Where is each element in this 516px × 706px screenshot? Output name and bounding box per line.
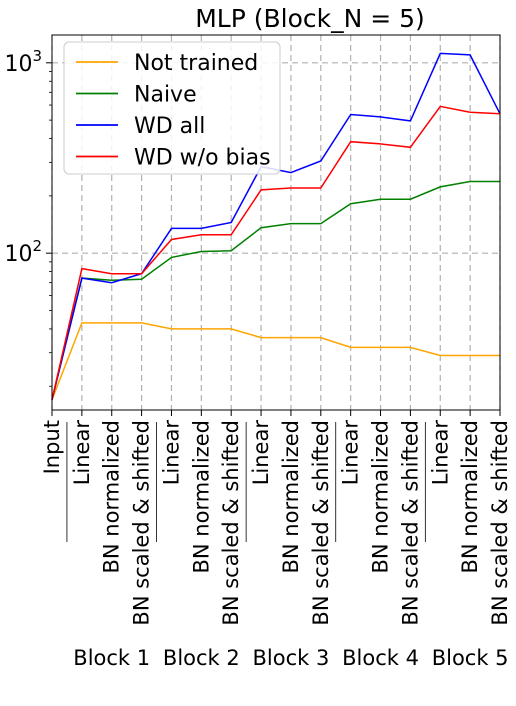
series-line bbox=[51, 180, 500, 400]
x-tick-label: BN normalized bbox=[458, 420, 482, 573]
legend: Not trained Naive WD all WD w/o bias bbox=[63, 41, 281, 175]
x-tick-label: BN scaled & shifted bbox=[219, 420, 243, 626]
x-tick-label: BN scaled & shifted bbox=[309, 420, 333, 626]
x-tick-label: Linear bbox=[249, 420, 273, 486]
series-line bbox=[51, 322, 500, 400]
group-label: Block 1 bbox=[73, 646, 150, 670]
series-line bbox=[51, 105, 501, 400]
y-axis: 102 103 bbox=[4, 47, 52, 387]
x-tick-label: BN normalized bbox=[279, 420, 303, 573]
legend-label: Naive bbox=[134, 83, 197, 108]
x-tick-label: BN normalized bbox=[369, 420, 393, 573]
x-tick-label: BN normalized bbox=[100, 420, 124, 573]
group-label: Block 2 bbox=[163, 646, 240, 670]
x-axis: Input Linear BN normalized BN scaled & shif… bbox=[40, 410, 512, 626]
legend-label: WD w/o bias bbox=[134, 146, 271, 171]
x-tick-label: BN normalized bbox=[189, 420, 213, 573]
x-tick-label: Linear bbox=[159, 420, 183, 486]
x-tick-label: BN scaled & shifted bbox=[130, 420, 154, 626]
group-label: Block 4 bbox=[342, 646, 419, 670]
y-tick-label: 103 bbox=[4, 47, 42, 77]
legend-label: WD all bbox=[134, 114, 205, 139]
group-labels: Block 1 Block 2 Block 3 Block 4 Block 5 bbox=[66, 422, 509, 670]
group-label: Block 5 bbox=[432, 646, 509, 670]
x-tick-label: Linear bbox=[70, 420, 94, 486]
x-tick-label: Linear bbox=[339, 420, 363, 486]
y-tick-label: 102 bbox=[4, 237, 42, 267]
plot-frame bbox=[51, 34, 501, 411]
x-tick-label: BN scaled & shifted bbox=[488, 420, 512, 626]
x-tick-label: BN scaled & shifted bbox=[398, 420, 422, 626]
legend-box bbox=[63, 41, 281, 175]
x-tick-label: Linear bbox=[428, 420, 452, 486]
group-label: Block 3 bbox=[253, 646, 330, 670]
chart-title: MLP (Block_N = 5) bbox=[195, 4, 425, 33]
legend-label: Not trained bbox=[134, 51, 258, 76]
x-tick-label: Input bbox=[40, 420, 64, 474]
